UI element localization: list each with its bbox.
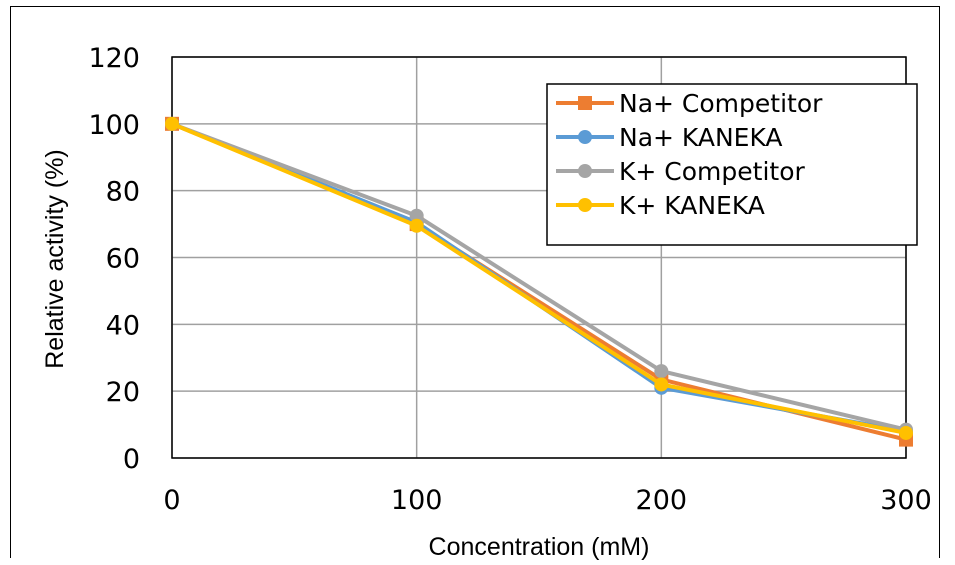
series-line [171, 121, 907, 435]
legend-item: Na+ Competitor [556, 89, 823, 118]
data-point [165, 116, 179, 131]
data-point [654, 364, 669, 379]
x-tick-label: 200 [636, 485, 688, 516]
y-tick-labels: 0 20 40 60 80 100 120 [88, 43, 140, 475]
x-tick-labels: 0 100 200 300 [163, 485, 931, 516]
legend-box [546, 83, 918, 246]
data-point [899, 425, 913, 440]
y-tick-label: 80 [106, 177, 140, 208]
x-tick-label: 0 [163, 485, 180, 516]
x-tick-label: 100 [391, 485, 443, 516]
legend-marker [578, 164, 592, 178]
legend-label: K+ KANEKA [619, 191, 765, 220]
chart-frame [10, 6, 940, 558]
legend: Na+ Competitor Na+ KANEKA K+ Competitor K+ … [546, 83, 918, 246]
y-tick-label: 40 [106, 310, 140, 341]
y-tick-label: 100 [88, 110, 140, 141]
legend-item: K+ Competitor [556, 157, 805, 186]
series-line [171, 121, 907, 432]
legend-item: Na+ KANEKA [556, 123, 783, 152]
y-tick-label: 0 [123, 444, 140, 475]
series-group [165, 116, 913, 447]
data-point [409, 208, 424, 223]
legend-marker [578, 130, 592, 144]
legend-label: K+ Competitor [619, 157, 805, 186]
y-tick-label: 120 [88, 43, 140, 74]
y-tick-label: 60 [106, 244, 140, 275]
legend-item: K+ KANEKA [556, 191, 765, 220]
legend-label: Na+ Competitor [619, 89, 823, 118]
legend-marker [578, 96, 592, 110]
legend-marker [578, 198, 592, 212]
x-tick-label: 300 [880, 485, 932, 516]
y-tick-label: 20 [106, 377, 140, 408]
x-axis-title: Concentration (mM) [429, 533, 650, 561]
series-4 [165, 116, 913, 440]
data-point [654, 377, 669, 392]
plot-area-border [171, 56, 907, 459]
legend-label: Na+ KANEKA [619, 123, 783, 152]
y-axis-title: Relative activity (%) [41, 149, 69, 369]
data-point [409, 218, 424, 233]
